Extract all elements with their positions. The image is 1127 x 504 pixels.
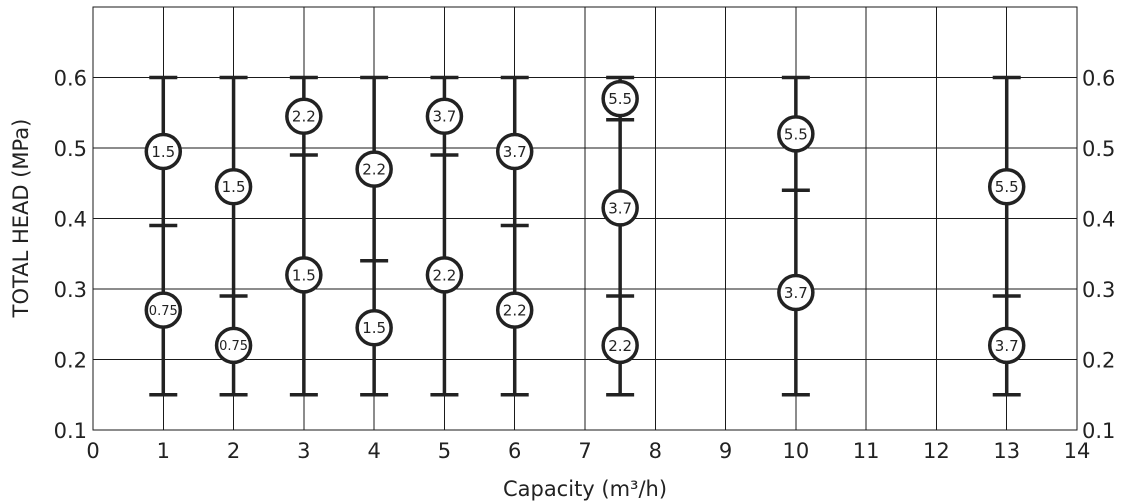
x-tick-label: 0 [86, 439, 99, 463]
x-tick-label: 11 [853, 439, 880, 463]
power-marker-circle [285, 256, 323, 294]
x-tick-label: 6 [508, 439, 521, 463]
y-tick-label-right: 0.5 [1082, 137, 1115, 161]
y-tick-label-right: 0.1 [1082, 419, 1115, 443]
power-marker-label: 5.5 [608, 90, 632, 108]
x-tick-label: 8 [649, 439, 662, 463]
power-marker-circle [601, 189, 639, 227]
grid [92, 6, 1078, 431]
power-marker-circle [214, 168, 253, 206]
y-tick-label-right: 0.4 [1082, 208, 1115, 232]
power-marker-label: 2.2 [503, 302, 527, 320]
power-markers: 1.5 0.75 1.5 0.75 2.2 1.5 2.2 1.5 3.7 2.2 3.7 2.2 5.… [144, 79, 1026, 365]
power-marker-label: 5.5 [995, 178, 1019, 196]
power-marker-circle [355, 150, 393, 188]
power-marker-label: 3.7 [503, 143, 527, 161]
power-marker-circle [144, 132, 183, 171]
power-marker-circle [285, 97, 323, 136]
x-tick-label: 7 [578, 439, 591, 463]
y-tick-label-right: 0.2 [1082, 349, 1115, 373]
y-tick-label-left: 0.5 [54, 137, 87, 161]
power-marker-circle [214, 326, 253, 365]
power-marker-circle [601, 326, 639, 365]
power-marker-label: 0.75 [149, 304, 178, 319]
x-tick-label: 4 [367, 439, 380, 463]
power-marker-label: 0.75 [219, 339, 248, 354]
power-marker-circle [601, 79, 639, 118]
x-tick-label: 10 [782, 439, 809, 463]
x-tick-label: 12 [923, 439, 950, 463]
x-tick-label: 9 [719, 439, 732, 463]
power-marker-label: 2.2 [362, 161, 386, 179]
power-marker-label: 1.5 [222, 178, 246, 196]
power-marker-circle [425, 256, 464, 294]
tick-labels: 0 1 2 3 4 5 6 7 8 9 10 11 12 13 140.1 0.10.2 0.20.3 0.30.… [54, 67, 1116, 464]
x-tick-label: 14 [1064, 439, 1091, 463]
power-marker-label: 3.7 [784, 284, 808, 302]
y-tick-label-left: 0.4 [54, 208, 87, 232]
power-marker-label: 2.2 [432, 266, 456, 284]
x-tick-label: 2 [227, 439, 240, 463]
power-marker-label: 1.5 [292, 266, 316, 284]
power-marker-circle [355, 309, 393, 347]
x-tick-label: 5 [438, 439, 451, 463]
x-tick-label: 13 [993, 439, 1020, 463]
power-marker-circle [425, 97, 464, 136]
y-tick-label-right: 0.3 [1082, 278, 1115, 302]
power-marker-label: 3.7 [995, 337, 1019, 355]
y-tick-label-right: 0.6 [1082, 67, 1115, 91]
y-tick-label-left: 0.2 [54, 349, 87, 373]
power-marker-label: 3.7 [608, 199, 632, 217]
power-marker-label: 1.5 [151, 143, 175, 161]
power-marker-label: 2.2 [292, 108, 316, 126]
power-marker-circle [495, 132, 534, 171]
y-tick-label-left: 0.1 [54, 419, 87, 443]
power-marker-label: 2.2 [608, 337, 632, 355]
power-marker-circle [987, 168, 1026, 206]
y-axis-title: TOTAL HEAD (MPa) [9, 119, 33, 319]
power-marker-circle [144, 291, 183, 329]
power-marker-circle [495, 291, 534, 329]
power-marker-label: 3.7 [432, 108, 456, 126]
y-tick-label-left: 0.3 [54, 278, 87, 302]
power-marker-circle [777, 273, 815, 312]
power-marker-label: 1.5 [362, 319, 386, 337]
x-tick-label: 1 [157, 439, 170, 463]
x-tick-label: 3 [297, 439, 310, 463]
power-marker-label: 5.5 [784, 125, 808, 143]
power-marker-circle [987, 326, 1026, 365]
y-tick-label-left: 0.6 [54, 67, 87, 91]
power-marker-circle [777, 115, 815, 153]
x-axis-title: Capacity (m³/h) [503, 477, 667, 501]
